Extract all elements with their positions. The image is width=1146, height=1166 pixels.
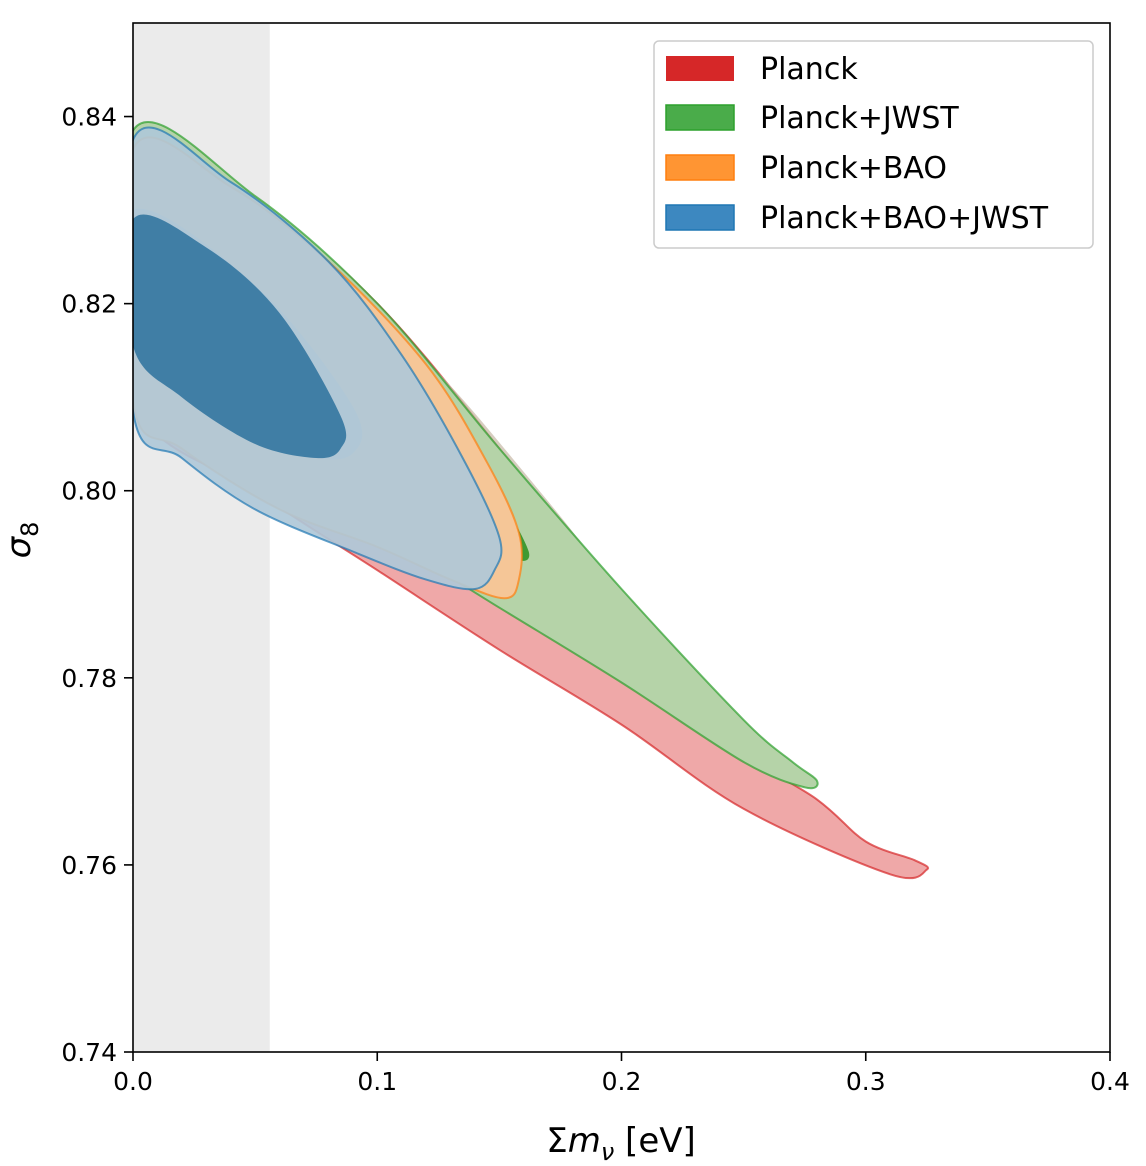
legend-swatch [666, 56, 734, 81]
legend-label: Planck+BAO+JWST [760, 201, 1049, 236]
legend-label: Planck+JWST [760, 101, 959, 136]
x-axis-ticks: 0.0 0.1 0.2 0.3 0.4 [113, 1052, 1130, 1096]
y-tick-label: 0.74 [61, 1038, 117, 1067]
x-tick-label: 0.1 [357, 1067, 397, 1096]
x-axis-label: Σmν [eV] [546, 1121, 696, 1166]
legend-swatch [665, 104, 735, 131]
legend-swatch [665, 204, 735, 231]
contour-outer-planck-bao-jwst [133, 126, 503, 591]
legend-swatch [665, 154, 735, 181]
y-tick-label: 0.84 [61, 103, 117, 132]
legend-frame [653, 40, 1094, 249]
x-tick-label: 0.2 [602, 1067, 642, 1096]
y-axis-ticks: 0.74 0.76 0.78 0.80 0.82 0.84 [61, 103, 133, 1067]
legend: Planck Planck+JWST Planck+BAO Planck+BAO… [653, 40, 1094, 249]
y-tick-label: 0.80 [61, 477, 117, 506]
legend-label: Planck [760, 52, 858, 87]
contour-inner-planck-bao-jwst [133, 214, 347, 459]
x-tick-label: 0.4 [1090, 1067, 1130, 1096]
y-tick-label: 0.76 [61, 851, 117, 880]
x-tick-label: 0.0 [113, 1067, 153, 1096]
contour-layer [133, 121, 930, 880]
x-tick-label: 0.3 [846, 1067, 886, 1096]
y-tick-label: 0.78 [61, 664, 117, 693]
y-tick-label: 0.82 [61, 290, 117, 319]
legend-label: Planck+BAO [760, 151, 947, 186]
y-axis-label: σ8 [0, 522, 44, 559]
